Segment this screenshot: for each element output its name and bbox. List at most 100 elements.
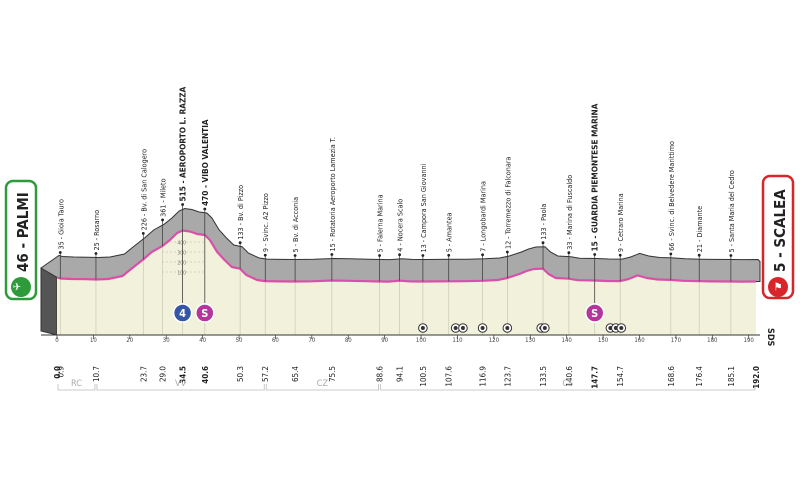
km-labels: 0.00.9 10.7 23.7 29.0 34.5 40.6 50.3 57.2 65.4 75… [53,366,761,389]
point-label: 15 - Rotatoria Aeroporto Lamezia T. [328,137,337,251]
kom-marker-label: 4 [179,307,186,320]
km-axis: 0 10 20 30 40 50 60 70 80 90 100 110 120 130 140 150 160… [41,334,760,344]
point-label: 15 - GUARDIA PIEMONTESE MARINA [590,103,600,251]
point-dot [141,232,145,235]
point-label: 5 - Falerna Marina [376,194,385,252]
point-label: 9 - Svinc. A2 Pizzo [261,193,270,252]
alt-tick-label: 100 [177,271,186,277]
sds-label: SDS [765,328,775,347]
start-location: 46 - PALMI [14,192,32,272]
point-label: 12 - Torremezzo di Falconara [503,157,512,249]
province-label: CS [562,379,573,389]
point-dot [161,218,164,222]
finish-flag-icon [768,277,788,297]
point-dot [669,252,673,256]
point-dot [567,251,571,255]
point-dot [505,250,509,254]
point-label: 133 - Paola [539,204,548,240]
km-label: 57.2 [261,366,270,382]
km-label: 10.7 [92,366,101,382]
sprint-icon [584,303,605,323]
point-dot [330,253,334,256]
point-label: 133 - Bv. di Pizzo [236,185,245,240]
km-tick-label: 70 [308,337,315,344]
point-label: 13 - Campora San Giovanni [419,163,428,252]
sprint-marker-label: S [201,307,208,320]
km-label: 154.7 [616,366,625,387]
km-label: 168.6 [667,366,676,387]
point-label: 7 - Longobardi Marina [479,181,488,252]
point-dot [541,241,545,245]
km-tick-label: 60 [272,337,279,344]
km-label: 65.4 [291,366,300,382]
province-label: RC [71,379,82,389]
railway-crossing-dot [460,326,465,330]
km-tick-label: 150 [598,337,609,344]
point-dot [421,254,425,257]
railway-crossing-dot [453,326,458,330]
point-label: 226 - Bv. di San Calogero [139,149,148,231]
point-dot [481,253,484,257]
point-labels: 35 - Gioia Tauro 25 - Rosarno 226 - Bv. di… [56,86,736,282]
point-dot [697,253,701,257]
relief-left-wall [40,267,58,336]
point-label: 470 - VIBO VALENTIA [200,119,210,206]
province-bracket [96,384,265,391]
province-brackets: RC VV CZ CS [57,379,756,391]
point-dot [398,253,401,257]
start-badge-frame [4,179,38,301]
km-label: 185.1 [727,366,736,387]
kom-icon [172,303,193,323]
finish-badge: ⚑ 5 - SCALEA [761,174,795,300]
km-label: 94.1 [396,366,405,382]
province-label: CZ [317,379,329,389]
point-label: 361 - Mileto [159,178,168,216]
km-tick-label: 10 [90,337,97,344]
point-dot [94,252,98,255]
point-label: 25 - Rosarno [92,210,101,251]
start-flag-glyph: ✈ [13,281,21,294]
km-tick-label: 180 [707,337,718,344]
railway-crossing-dot [619,326,624,330]
km-tick-label: 160 [634,337,645,344]
km-label: 50.3 [236,366,245,382]
sprint-icon [195,303,215,323]
point-label: 21 - Diamante [695,206,704,252]
km-label: 133.5 [539,366,548,387]
km-tick-label: 190 [744,337,755,344]
point-label: 66 - Svinc. di Belvedere Marittimo [667,141,676,251]
point-label: 4 - Nocera Scalo [396,199,405,252]
km-label: 29.0 [159,366,168,382]
point-label: 9 - Cetraro Marina [616,193,625,252]
km-tick-label: 20 [126,337,133,344]
km-tick-label: 0 [55,337,59,344]
altitude-gridlines: 400 300 200 100 [162,241,205,277]
point-label: 35 - Gioia Tauro [56,199,65,250]
railway-crossing-dot [542,326,547,330]
km-label: 107.6 [445,366,454,387]
alt-tick-label: 200 [177,261,186,267]
km-tick-label: 130 [525,337,536,344]
finish-location: 5 - SCALEA [771,189,789,272]
km-tick-label: 100 [416,337,427,344]
km-label: 23.7 [139,366,148,382]
km-tick-label: 140 [562,337,573,344]
km-tick-label: 80 [345,337,352,344]
km-tick-label: 170 [671,337,682,344]
point-dot [58,251,62,254]
km-label: 123.7 [503,366,512,387]
alt-tick-label: 300 [177,251,186,257]
finish-badge-frame [761,174,795,300]
railway-crossing-dot [420,326,425,330]
km-label: 40.6 [201,366,210,384]
point-label: 5 - Amantea [445,212,454,252]
terrain-area [57,230,756,335]
km-label: 0.0 [53,366,62,379]
point-dot [593,253,597,256]
alt-tick-label: 400 [177,241,186,247]
km-label: 34.5 [179,366,188,384]
start-flag-icon [11,277,31,297]
point-dot [203,207,207,211]
terrain-layer [57,230,756,335]
